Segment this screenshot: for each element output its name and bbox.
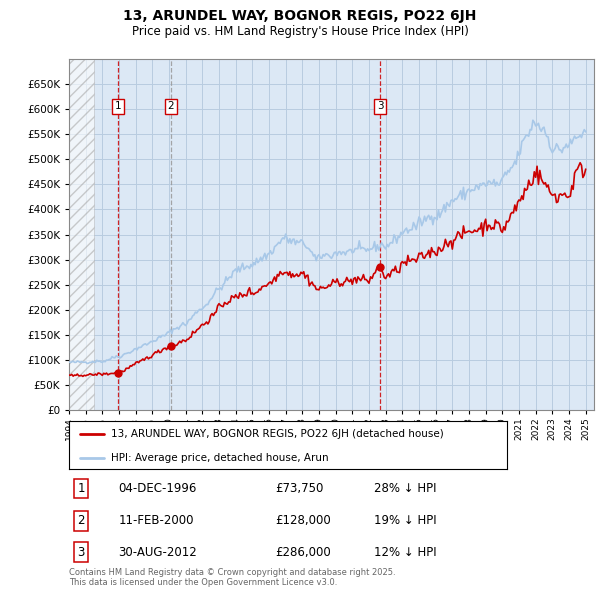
Text: 11-FEB-2000: 11-FEB-2000 [118,514,194,527]
Text: £73,750: £73,750 [275,482,324,495]
Text: 30-AUG-2012: 30-AUG-2012 [118,546,197,559]
Text: 04-DEC-1996: 04-DEC-1996 [118,482,197,495]
Bar [69,59,94,410]
Text: 1: 1 [115,101,121,112]
Text: 13, ARUNDEL WAY, BOGNOR REGIS, PO22 6JH (detached house): 13, ARUNDEL WAY, BOGNOR REGIS, PO22 6JH … [110,429,443,439]
Text: 3: 3 [77,546,85,559]
Text: 28% ↓ HPI: 28% ↓ HPI [374,482,437,495]
Text: 13, ARUNDEL WAY, BOGNOR REGIS, PO22 6JH: 13, ARUNDEL WAY, BOGNOR REGIS, PO22 6JH [124,9,476,23]
Text: HPI: Average price, detached house, Arun: HPI: Average price, detached house, Arun [110,453,328,463]
Text: 3: 3 [377,101,383,112]
Text: Price paid vs. HM Land Registry's House Price Index (HPI): Price paid vs. HM Land Registry's House … [131,25,469,38]
Text: 2: 2 [167,101,174,112]
Text: Contains HM Land Registry data © Crown copyright and database right 2025.
This d: Contains HM Land Registry data © Crown c… [69,568,395,587]
Text: 12% ↓ HPI: 12% ↓ HPI [374,546,437,559]
Text: 1: 1 [77,482,85,495]
Text: 2: 2 [77,514,85,527]
Text: 19% ↓ HPI: 19% ↓ HPI [374,514,437,527]
Text: £128,000: £128,000 [275,514,331,527]
Text: £286,000: £286,000 [275,546,331,559]
